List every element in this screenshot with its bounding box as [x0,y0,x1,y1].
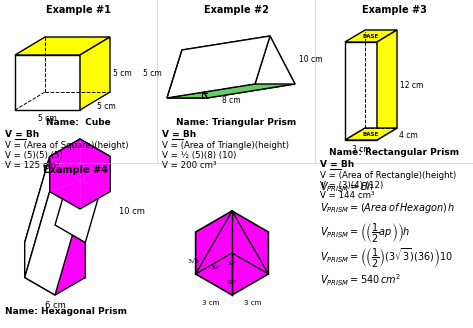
Text: V = Bh: V = Bh [5,130,39,139]
Polygon shape [345,128,397,140]
Polygon shape [182,36,295,98]
Text: 3 cm: 3 cm [245,300,262,306]
Text: V = Bh: V = Bh [162,130,196,139]
Polygon shape [345,30,397,42]
Polygon shape [167,50,207,98]
Polygon shape [377,30,397,140]
Polygon shape [25,192,80,295]
Text: Name: Hexagonal Prism: Name: Hexagonal Prism [5,307,127,316]
Text: Example #1: Example #1 [45,5,110,15]
Text: V = Bh: V = Bh [320,160,354,169]
Text: 3 cm: 3 cm [351,145,370,154]
Text: 8 cm: 8 cm [222,96,240,105]
Text: Example #3: Example #3 [361,5,427,15]
Polygon shape [55,139,110,242]
Polygon shape [196,211,268,295]
Text: V = 200 cm³: V = 200 cm³ [162,161,217,170]
Text: 6 cm: 6 cm [44,301,65,310]
Polygon shape [167,36,270,98]
Text: $V_{PRISM} = \left(\left(\dfrac{1}{2}ap\right)\right)h$: $V_{PRISM} = \left(\left(\dfrac{1}{2}ap\… [320,222,411,245]
Polygon shape [15,55,80,110]
Polygon shape [80,37,110,110]
Text: 10 cm: 10 cm [299,55,323,65]
Polygon shape [15,37,110,55]
Polygon shape [25,225,85,295]
Text: V = ½ (5)(8) (10): V = ½ (5)(8) (10) [162,151,236,160]
Text: 5 cm: 5 cm [38,114,57,123]
Text: $V_{PRISM} = (Area\, of\, Hexagon)\, h$: $V_{PRISM} = (Area\, of\, Hexagon)\, h$ [320,201,455,215]
Text: 3 cm: 3 cm [202,300,219,306]
Text: 60°: 60° [227,280,237,285]
Text: Name:  Cube: Name: Cube [45,118,110,127]
Text: 3√3: 3√3 [188,258,200,264]
Text: Name: Triangular Prism: Name: Triangular Prism [176,118,296,127]
Polygon shape [25,139,80,242]
Text: 5 cm: 5 cm [143,70,162,78]
Polygon shape [255,36,295,84]
Text: Example #4: Example #4 [43,165,107,175]
Text: V = (Area of Triangle)(height): V = (Area of Triangle)(height) [162,141,289,150]
Text: V = (3)(4) (12): V = (3)(4) (12) [320,181,383,190]
Polygon shape [25,156,50,277]
Text: 12 cm: 12 cm [400,80,423,90]
Text: 30°: 30° [211,265,222,270]
Polygon shape [167,84,295,98]
Text: 5 cm: 5 cm [113,69,132,78]
Text: BASE: BASE [363,132,379,136]
Text: V = 144 cm³: V = 144 cm³ [320,191,375,200]
Text: 5 cm: 5 cm [97,102,116,111]
Text: $V_{PRISM} = Bh$: $V_{PRISM} = Bh$ [320,180,374,194]
Polygon shape [50,139,110,209]
Text: Example #2: Example #2 [203,5,269,15]
Text: V = (Area of Rectangle)(height): V = (Area of Rectangle)(height) [320,171,456,180]
Text: $V_{PRISM} = 540\,cm^{2}$: $V_{PRISM} = 540\,cm^{2}$ [320,272,401,288]
Text: V = 125 cm³: V = 125 cm³ [5,161,60,170]
Text: 4 cm: 4 cm [399,131,418,139]
Text: V = (5)(5) (5): V = (5)(5) (5) [5,151,63,160]
Text: V = (Area of Square)(height): V = (Area of Square)(height) [5,141,129,150]
Polygon shape [345,42,377,140]
Text: $V_{PRISM} = \left(\left(\dfrac{1}{2}\right)(3\sqrt{3})(36)\right)10$: $V_{PRISM} = \left(\left(\dfrac{1}{2}\ri… [320,247,453,270]
Text: Name: Rectangular Prism: Name: Rectangular Prism [329,148,459,157]
Text: 30°: 30° [227,261,237,266]
Text: BASE: BASE [363,33,379,38]
Text: 10 cm: 10 cm [119,208,145,216]
